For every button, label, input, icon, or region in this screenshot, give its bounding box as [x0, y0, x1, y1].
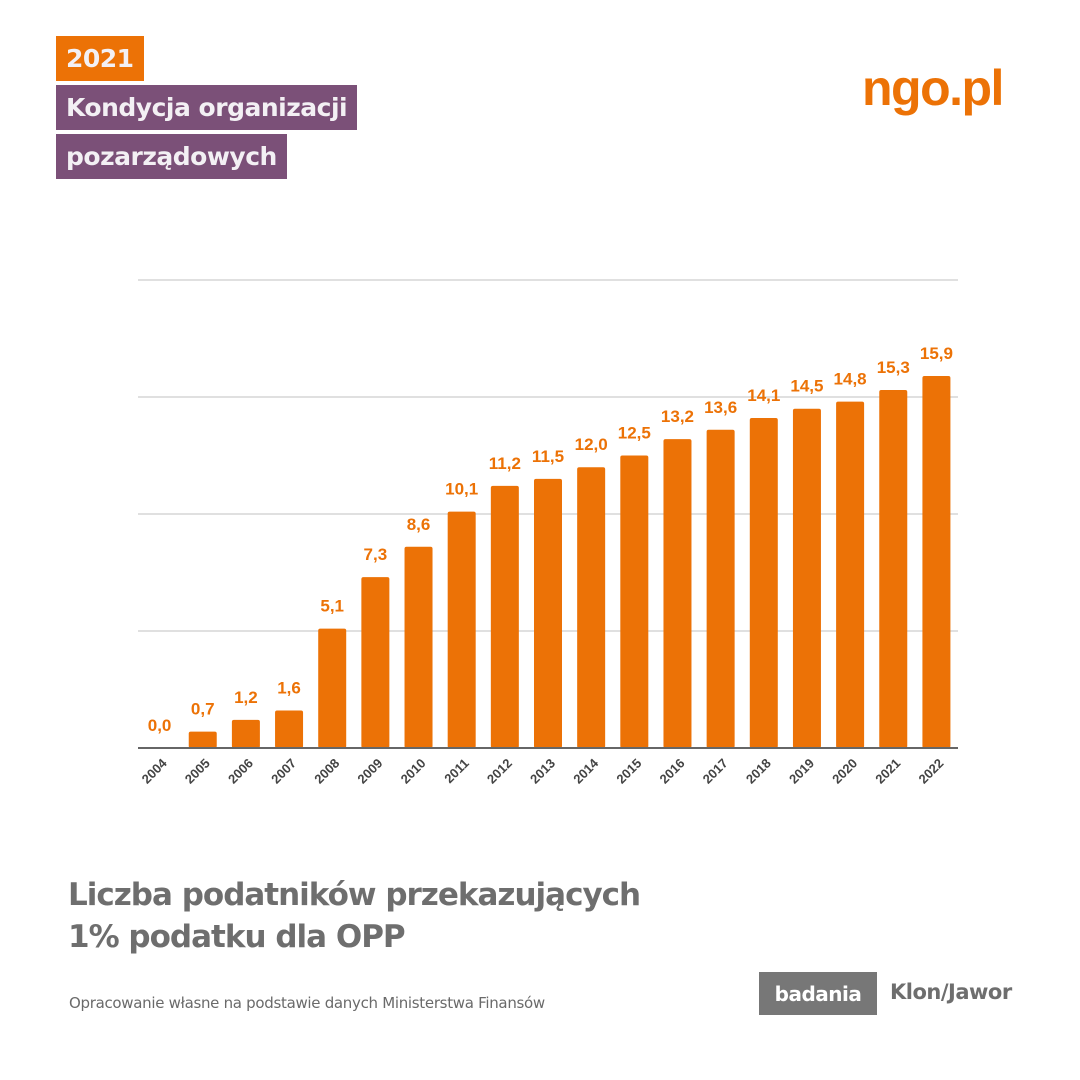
data-label: 12,5: [618, 424, 651, 443]
x-tick-label: 2005: [182, 756, 213, 787]
year-tag: 2021: [56, 36, 144, 81]
bar: [577, 467, 606, 748]
x-tick-label: 2019: [786, 756, 817, 787]
series-title-line1: Kondycja organizacji: [56, 85, 358, 130]
data-label: 14,5: [790, 377, 823, 396]
x-tick-label: 2018: [743, 756, 774, 787]
data-label: 5,1: [320, 597, 344, 616]
bar: [361, 577, 390, 748]
source-note: Opracowanie własne na podstawie danych M…: [69, 994, 545, 1012]
data-label: 15,9: [920, 344, 953, 363]
data-label: 14,8: [834, 370, 867, 389]
bar: [749, 418, 778, 748]
data-label: 15,3: [877, 358, 910, 377]
x-tick-label: 2021: [872, 756, 903, 787]
x-tick-label: 2014: [570, 755, 602, 787]
data-label: 12,0: [575, 435, 608, 454]
bar: [922, 375, 951, 748]
bar: [534, 478, 562, 748]
chart-title-line1: Liczba podatników przekazujących: [68, 877, 641, 913]
bar: [275, 710, 304, 748]
bar: [706, 429, 735, 748]
data-label: 0,7: [191, 700, 215, 719]
bar: [318, 628, 347, 748]
chart-title-line2: 1% podatku dla OPP: [68, 919, 406, 955]
data-label: 13,2: [661, 407, 694, 426]
org-name: Klon/Jawor: [890, 980, 1012, 1004]
bar: [836, 401, 865, 748]
x-tick-labels: 2004 2005 2006 2007 2008 2009 2010 2011 2012 2013…: [139, 755, 947, 787]
x-tick-label: 2004: [139, 755, 171, 787]
data-label: 14,1: [747, 386, 780, 405]
x-tick-label: 2015: [613, 756, 644, 787]
chart-title: Liczba podatników przekazujących 1% poda…: [68, 874, 708, 958]
data-label: 1,6: [277, 679, 301, 698]
data-label: 0,0: [148, 716, 172, 735]
x-tick-label: 2007: [268, 756, 299, 787]
bar: [490, 485, 519, 748]
bar: [663, 439, 692, 748]
data-label: 7,3: [364, 545, 388, 564]
x-tick-label: 2012: [484, 756, 515, 787]
x-tick-label: 2008: [311, 756, 342, 787]
x-tick-label: 2016: [657, 756, 688, 787]
bar: [404, 546, 433, 748]
bar: [188, 731, 217, 748]
x-tick-label: 2013: [527, 756, 558, 787]
x-tick-label: 2022: [915, 756, 946, 787]
bar: [231, 719, 260, 748]
badania-badge: badania: [759, 972, 877, 1015]
bar: [447, 511, 476, 748]
data-label: 11,5: [532, 447, 564, 466]
x-tick-label: 2010: [398, 756, 429, 787]
bar-chart: 0,0 0,7 1,2 1,6 5,1 7,3 8,6 10,1 11,2 11,5 12,0 12,…: [138, 279, 958, 787]
x-tick-label: 2020: [829, 756, 860, 787]
x-tick-label: 2011: [441, 756, 472, 787]
data-labels: 0,0 0,7 1,2 1,6 5,1 7,3 8,6 10,1 11,2 11,5 12,0 12,…: [148, 344, 953, 735]
data-label: 1,2: [234, 688, 258, 707]
data-label: 10,1: [445, 480, 478, 499]
x-tick-label: 2006: [225, 756, 256, 787]
bar: [792, 408, 821, 748]
data-label: 8,6: [407, 515, 431, 534]
data-label: 13,6: [704, 398, 737, 417]
ngo-logo: ngo.pl: [862, 60, 1004, 116]
series-title-line2: pozarządowych: [56, 134, 287, 179]
bar: [620, 455, 649, 748]
x-tick-label: 2009: [354, 756, 385, 787]
data-label: 11,2: [489, 454, 521, 473]
x-tick-label: 2017: [700, 756, 731, 787]
bars: [188, 375, 951, 748]
bar: [879, 389, 908, 748]
